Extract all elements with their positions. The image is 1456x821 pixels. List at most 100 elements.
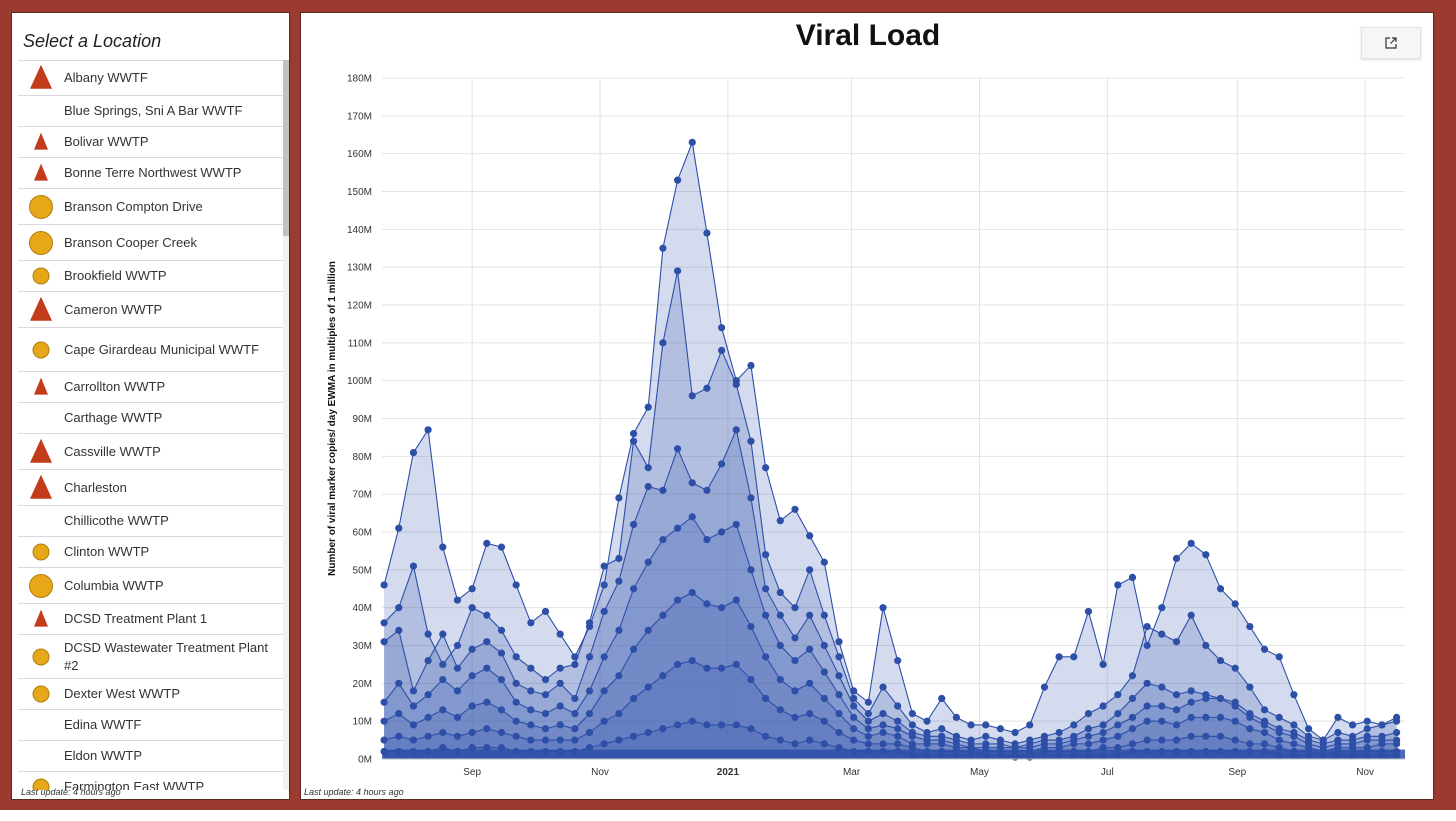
circle-symbol-icon <box>29 573 53 598</box>
x-tick-label: Jul <box>1101 767 1114 778</box>
data-point <box>629 430 638 438</box>
y-tick-label: 100M <box>347 376 372 387</box>
location-item[interactable]: Dexter West WWTP <box>18 679 283 710</box>
data-point <box>1128 573 1137 582</box>
circle-symbol-icon <box>29 230 53 255</box>
data-point <box>806 532 814 540</box>
data-point <box>395 732 403 740</box>
location-item[interactable]: Cape Girardeau Municipal WWTF <box>18 328 283 372</box>
data-point <box>483 725 491 733</box>
scrollbar-thumb[interactable] <box>283 60 289 236</box>
data-point <box>659 339 667 347</box>
data-point <box>820 558 828 566</box>
data-point <box>571 694 579 703</box>
data-point <box>424 630 432 638</box>
data-point <box>1143 736 1151 744</box>
data-point <box>571 710 579 718</box>
data-point <box>1231 736 1239 744</box>
data-point <box>1348 721 1357 729</box>
data-point <box>835 710 843 718</box>
location-item[interactable]: Columbia WWTP <box>18 568 283 604</box>
location-item[interactable]: Branson Cooper Creek <box>18 225 283 261</box>
x-tick-label: Nov <box>1356 767 1374 778</box>
data-point <box>762 464 770 472</box>
data-point <box>600 562 608 570</box>
y-tick-label: 0M <box>358 755 372 766</box>
data-point <box>409 721 418 729</box>
expand-button[interactable] <box>1361 27 1421 59</box>
data-point <box>1070 653 1078 661</box>
circle-symbol-icon <box>32 543 50 561</box>
location-item[interactable]: Charleston <box>18 470 283 506</box>
triangle-symbol-icon <box>30 296 52 321</box>
location-list: Albany WWTF Blue Springs, Sni A Bar WWTF B… <box>18 60 283 790</box>
data-point <box>571 660 579 669</box>
data-point <box>1026 721 1034 729</box>
data-point <box>453 596 462 604</box>
location-item[interactable]: DCSD Treatment Plant 1 <box>18 604 283 635</box>
data-point <box>497 626 506 634</box>
triangle-symbol <box>18 127 64 157</box>
location-item[interactable]: Cassville WWTP <box>18 434 283 470</box>
location-item[interactable]: Brookfield WWTP <box>18 261 283 292</box>
location-item[interactable]: Carthage WWTP <box>18 403 283 434</box>
data-point <box>835 638 843 646</box>
circle-symbol <box>18 328 64 371</box>
data-point <box>864 732 872 740</box>
data-point <box>556 721 564 729</box>
data-point <box>894 717 902 725</box>
data-point <box>732 380 740 389</box>
location-item[interactable]: Albany WWTF <box>18 60 283 96</box>
data-point <box>512 717 520 725</box>
location-item[interactable]: Blue Springs, Sni A Bar WWTF <box>18 96 283 127</box>
location-item-label: Bolivar WWTP <box>64 134 149 149</box>
data-point <box>512 698 520 706</box>
viral-load-chart: 0M 10M 20M 30M 40M 50M 60M 70M 80M 90M 100M 110M 120… <box>327 74 1405 778</box>
triangle-symbol <box>18 470 64 505</box>
series-area <box>384 142 1397 760</box>
circle-symbol <box>18 261 64 291</box>
location-panel-title: Select a Location <box>23 31 162 51</box>
series-line <box>383 140 1397 741</box>
data-point <box>894 732 902 740</box>
data-point <box>806 566 814 574</box>
data-point <box>409 702 418 710</box>
location-item[interactable]: Cameron WWTP <box>18 292 283 328</box>
location-item[interactable]: Edina WWTF <box>18 710 283 741</box>
location-list-scrollbar[interactable] <box>283 60 289 790</box>
data-point <box>908 744 916 752</box>
data-point <box>1216 732 1225 740</box>
location-item[interactable]: Clinton WWTP <box>18 537 283 568</box>
data-point <box>835 728 843 737</box>
location-item[interactable]: DCSD Wastewater Treatment Plant #2 <box>18 635 283 679</box>
location-item[interactable]: Chillicothe WWTP <box>18 506 283 537</box>
data-point <box>747 494 755 502</box>
location-item[interactable]: Bonne Terre Northwest WWTP <box>18 158 283 189</box>
location-item-label: DCSD Wastewater Treatment Plant #2 <box>64 639 268 673</box>
location-item[interactable]: Carrollton WWTP <box>18 372 283 403</box>
data-point <box>409 448 418 457</box>
data-point <box>629 694 638 703</box>
data-point <box>894 657 902 665</box>
location-item-label: Brookfield WWTP <box>64 268 167 283</box>
data-point <box>1143 702 1151 710</box>
location-item[interactable]: Bolivar WWTP <box>18 127 283 158</box>
data-point <box>703 721 711 729</box>
series-line <box>383 516 1397 749</box>
data-point <box>864 725 872 733</box>
data-point <box>718 346 726 354</box>
data-point <box>864 740 872 748</box>
data-point <box>703 664 711 672</box>
data-point <box>1143 679 1151 687</box>
location-item[interactable]: Eldon WWTP <box>18 741 283 772</box>
data-point <box>806 611 814 619</box>
y-tick-label: 40M <box>353 603 372 614</box>
y-tick-label: 150M <box>347 187 372 198</box>
location-item[interactable]: Farmington East WWTP <box>18 772 283 790</box>
y-tick-label: 130M <box>347 263 372 274</box>
data-point <box>468 645 476 653</box>
empty-symbol <box>18 506 64 536</box>
data-point <box>732 426 740 434</box>
data-point <box>673 176 682 184</box>
location-item[interactable]: Branson Compton Drive <box>18 189 283 225</box>
